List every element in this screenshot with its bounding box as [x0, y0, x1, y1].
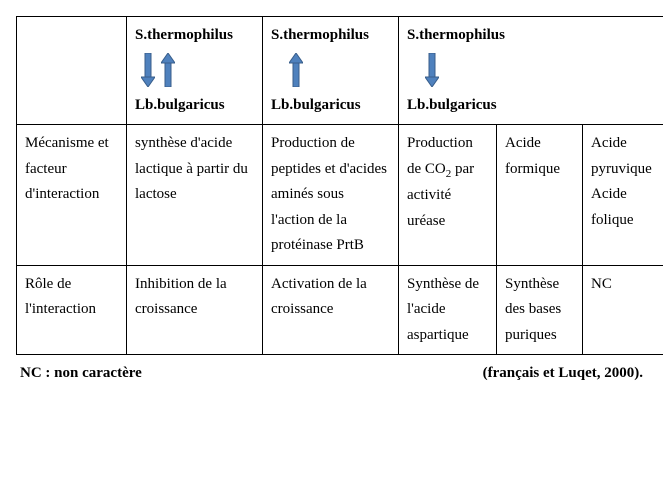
cell: Acide pyruvique Acide folique — [583, 125, 663, 266]
arrow-down-icon — [141, 53, 155, 87]
species-bottom: Lb.bulgaricus — [135, 93, 254, 119]
row-label: Rôle de l'interaction — [17, 265, 127, 355]
arrow-up — [289, 53, 390, 87]
table-row: Rôle de l'interaction Inhibition de la c… — [17, 265, 663, 355]
cell: synthèse d'acide lactique à partir du la… — [127, 125, 263, 266]
arrow-down-icon — [425, 53, 439, 87]
header-col-3: S.thermophilus Lb.bulgaricus — [399, 17, 663, 125]
arrow-up-icon — [289, 53, 303, 87]
cell: Synthèse des bases puriques — [497, 265, 583, 355]
table-header-row: S.thermophilus Lb.bulgaricus S.t — [17, 17, 663, 125]
cell: NC — [583, 265, 663, 355]
species-bottom: Lb.bulgaricus — [407, 93, 660, 119]
table-row: Mécanisme et facteur d'interaction synth… — [17, 125, 663, 266]
cell: Activation de la croissance — [263, 265, 399, 355]
species-top: S.thermophilus — [407, 23, 660, 49]
row-label: Mécanisme et facteur d'interaction — [17, 125, 127, 266]
cell: Synthèse de l'acide aspartique — [399, 265, 497, 355]
header-col-1: S.thermophilus Lb.bulgaricus — [127, 17, 263, 125]
arrow-both — [141, 53, 254, 87]
arrow-down — [425, 53, 660, 87]
species-top: S.thermophilus — [135, 23, 254, 49]
cell: Acide formique — [497, 125, 583, 266]
interaction-table: S.thermophilus Lb.bulgaricus S.t — [16, 16, 663, 355]
header-empty — [17, 17, 127, 125]
header-col-2: S.thermophilus Lb.bulgaricus — [263, 17, 399, 125]
footer-left: NC : non caractère — [20, 365, 142, 382]
cell: Inhibition de la croissance — [127, 265, 263, 355]
footer: NC : non caractère (français et Luqet, 2… — [16, 365, 647, 382]
species-bottom: Lb.bulgaricus — [271, 93, 390, 119]
species-top: S.thermophilus — [271, 23, 390, 49]
cell: Production de peptides et d'acides aminé… — [263, 125, 399, 266]
cell: Production de CO2 par activité uréase — [399, 125, 497, 266]
arrow-up-icon — [161, 53, 175, 87]
footer-right: (français et Luqet, 2000). — [483, 365, 643, 382]
